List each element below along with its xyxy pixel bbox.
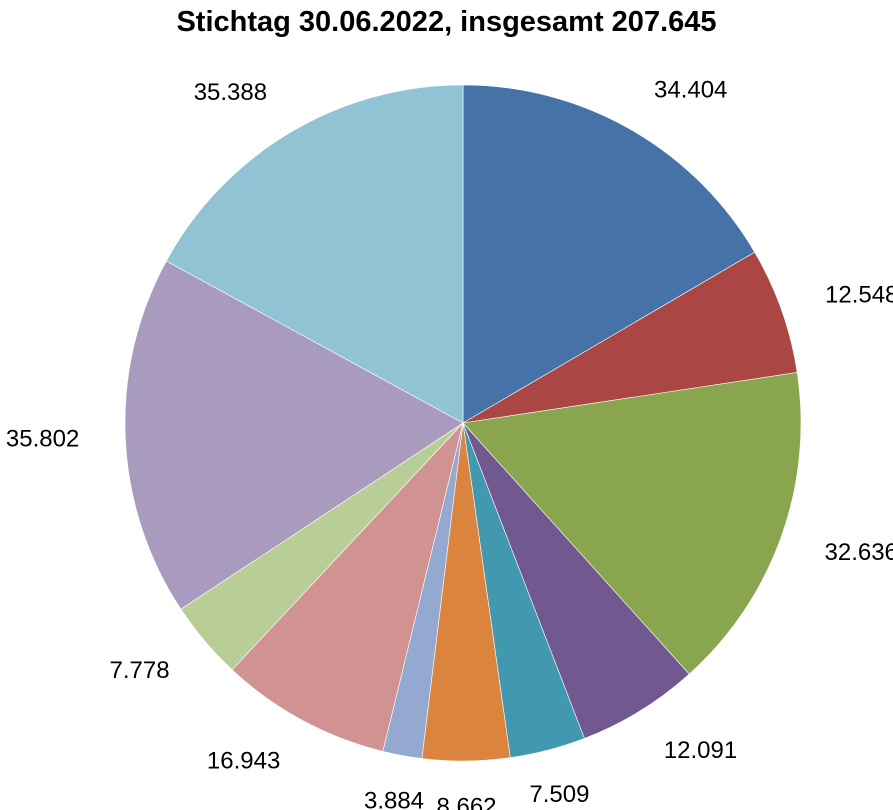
pie-slice-3 [462,422,690,739]
pie-slice-label-8: 7.778 [110,657,170,684]
pie-slice-label-10: 35.388 [194,79,267,106]
pie-slice-label-2: 32.636 [825,539,893,566]
chart-title: Stichtag 30.06.2022, insgesamt 207.645 [176,6,717,38]
pie-slice-7 [231,421,464,752]
pie-slice-label-3: 12.091 [664,737,737,764]
pie-slice-label-7: 16.943 [207,747,280,774]
pie-slice-label-9: 35.802 [6,426,79,453]
pie-labels: 34.404 12.548 32.636 12.091 7.509 8.662 3.884 1… [6,76,893,810]
pie-slices [124,84,802,762]
pie-slice-label-4: 7.509 [529,781,589,808]
pie-slice-0 [462,84,756,424]
pie-slice-label-5: 8.662 [436,794,496,810]
pie-slice-2 [462,372,802,675]
pie-slice-9 [124,260,464,610]
pie-slice-label-6: 3.884 [364,787,424,810]
pie-slice-label-0: 34.404 [654,76,727,103]
pie-slice-1 [462,251,798,424]
pie-slice-10 [165,84,464,424]
pie-slice-label-1: 12.548 [825,282,893,309]
